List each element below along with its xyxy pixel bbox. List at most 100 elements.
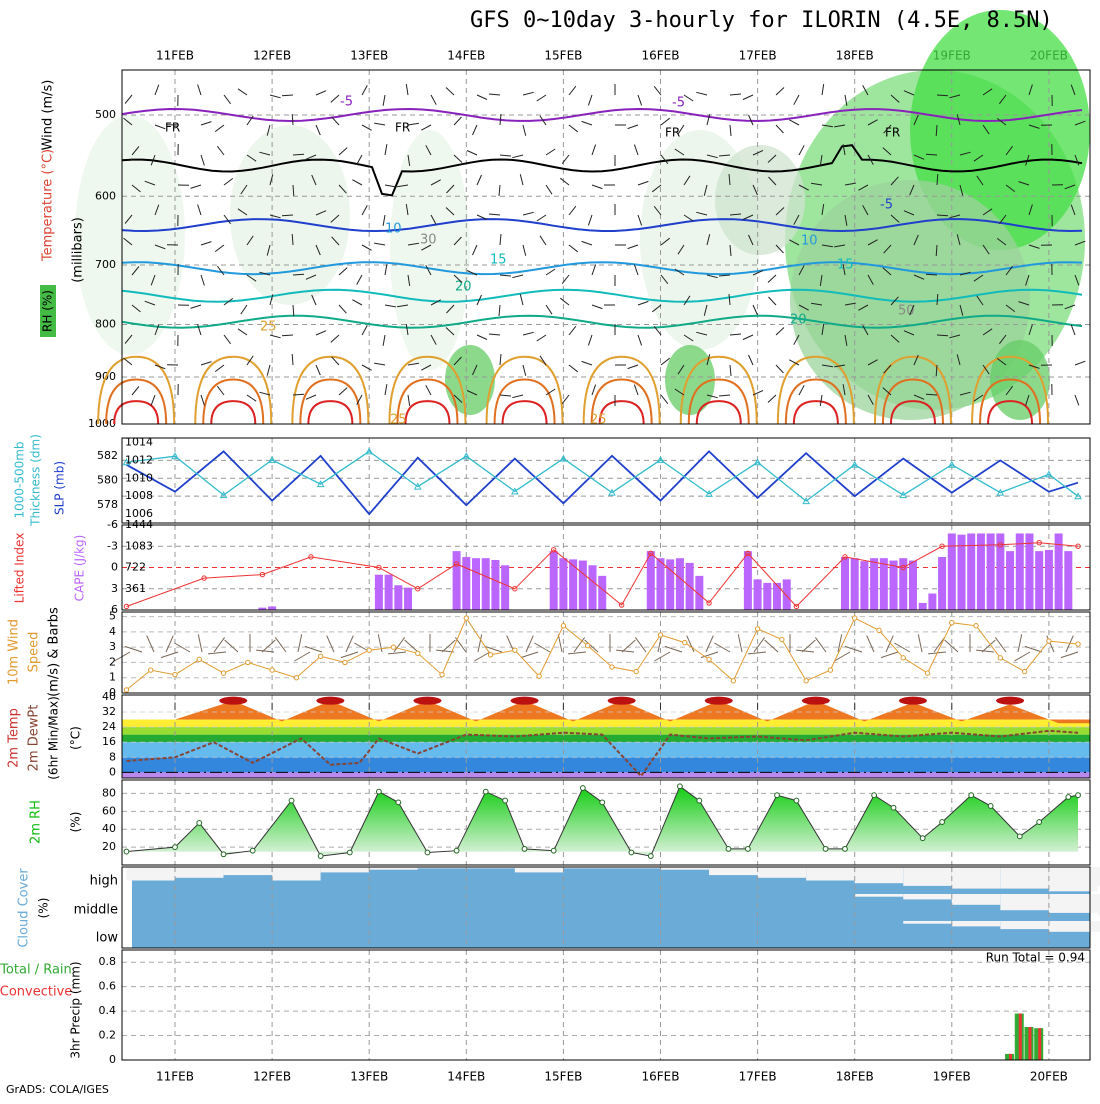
cape-bar — [890, 561, 898, 610]
upper-wind-barb — [316, 91, 326, 95]
cloud-cell — [709, 867, 758, 875]
upper-wind-barb — [224, 215, 231, 224]
upper-wind-barb — [730, 365, 731, 376]
rh2m-marker — [1017, 834, 1022, 839]
upper-wind-barb — [357, 275, 362, 285]
temp-max-peak — [608, 697, 636, 705]
upper-wind-barb — [537, 95, 546, 101]
thickness-tick-label: 580 — [97, 474, 118, 487]
surface-wind-barb — [388, 652, 406, 654]
lifted-tick-label: -6 — [107, 518, 118, 531]
upper-wind-barb — [408, 395, 410, 406]
upper-wind-barb — [684, 95, 693, 101]
rh-tick-label: 80 — [102, 786, 116, 799]
upper-wind-barb — [238, 329, 247, 335]
surface-wind-barb — [256, 650, 274, 652]
cloud-cell — [952, 921, 1001, 926]
rh2m-marker — [1076, 793, 1081, 798]
rh2m-marker — [745, 846, 750, 851]
cape-bar — [851, 558, 859, 610]
upper-wind-barb — [362, 365, 372, 370]
upper-wind-barb — [569, 326, 576, 335]
surface-wind-barb — [796, 650, 814, 652]
surface-wind-barb — [298, 634, 302, 652]
cape-bar — [773, 583, 781, 610]
rh2m-marker — [726, 846, 731, 851]
temp-ylabel-4: (°C) — [69, 726, 83, 750]
surface-wind-barb — [262, 640, 275, 652]
rh2m-marker — [794, 798, 799, 803]
temp-tick-label: 0 — [109, 765, 116, 778]
cape-bar — [559, 558, 567, 610]
cape-bar — [657, 558, 665, 610]
cape-bar — [598, 576, 606, 610]
rh2m-marker — [377, 789, 382, 794]
date-label-bottom: 20FEB — [1030, 1070, 1068, 1084]
cape-bar — [589, 565, 597, 610]
surface-wind-barb — [208, 652, 226, 654]
upper-wind-barb — [339, 268, 347, 275]
wind-tick-label: 2 — [109, 655, 116, 668]
upper-wind-barb — [374, 243, 385, 245]
freezing-level-label: FR — [665, 126, 680, 140]
upper-wind-barb — [592, 145, 596, 155]
upper-wind-barb — [562, 155, 569, 164]
upper-wind-barb — [362, 325, 367, 335]
surface-wind-barb — [1047, 636, 1054, 652]
slp-tick-label: 1012 — [125, 453, 153, 466]
temp-max-peak — [219, 697, 247, 705]
upper-wind-barb — [628, 245, 638, 249]
surface-wind-barb — [294, 652, 310, 661]
cloud-cell — [1000, 921, 1049, 929]
upper-wind-barb — [151, 395, 155, 405]
wind-speed-marker — [585, 643, 589, 647]
surface-wind-barb — [327, 636, 334, 652]
cloud-cell — [224, 867, 272, 875]
isotherm-label: 15 — [490, 253, 507, 268]
rh2m-marker — [454, 848, 459, 853]
rh2m-marker — [289, 798, 294, 803]
precip-convective-bar — [1028, 1027, 1031, 1060]
date-label-bottom: 11FEB — [156, 1070, 194, 1084]
upper-wind-barb — [822, 84, 824, 95]
warm-isotherm — [487, 357, 563, 424]
wind-speed-marker — [488, 653, 492, 657]
temp-tick-label: 16 — [102, 735, 116, 748]
upper-wind-barb — [282, 95, 293, 96]
warm-isotherm — [195, 357, 271, 424]
temp-tick-label: 32 — [102, 705, 116, 718]
upper-wind-barb — [362, 245, 372, 250]
warm-isotherm — [211, 401, 255, 424]
temp-max-peak — [705, 697, 733, 705]
precip-tick-label: 0.8 — [99, 955, 117, 968]
surface-wind-barb — [995, 637, 1006, 652]
wind-speed-line — [127, 618, 1079, 690]
surface-wind-barb — [275, 637, 286, 652]
wind-speed-marker — [1022, 669, 1026, 673]
surface-wind-barb — [474, 652, 490, 661]
upper-wind-barb — [730, 125, 731, 136]
upper-wind-barb — [654, 86, 661, 95]
surface-wind-barb — [802, 640, 815, 652]
cape-bar — [880, 558, 888, 610]
surface-wind-barb — [706, 636, 713, 652]
lifted-ylabel: Lifted Index — [13, 533, 27, 604]
rh2m-marker — [503, 798, 508, 803]
isotherm-label: 30 — [420, 233, 437, 248]
warm-isotherm — [503, 401, 547, 424]
upper-wind-barb — [241, 305, 247, 314]
upper-wind-barb — [454, 117, 462, 125]
wind-speed-marker — [1076, 642, 1080, 646]
cape-bar — [579, 561, 587, 610]
wind-speed-marker — [197, 657, 201, 661]
rh-ylabel-2: (%) — [69, 812, 83, 833]
upper-wind-barb — [500, 354, 501, 365]
upper-wind-barb — [339, 305, 346, 313]
wind-speed-marker — [513, 648, 517, 652]
wind-speed-marker — [683, 640, 687, 644]
rh2m-marker — [522, 846, 527, 851]
upper-wind-barb — [794, 95, 799, 105]
cloud-level-middle: middle — [74, 903, 118, 918]
temp-ylabel-2: 2m DewPt — [27, 705, 42, 772]
upper-wind-barb — [520, 294, 523, 305]
